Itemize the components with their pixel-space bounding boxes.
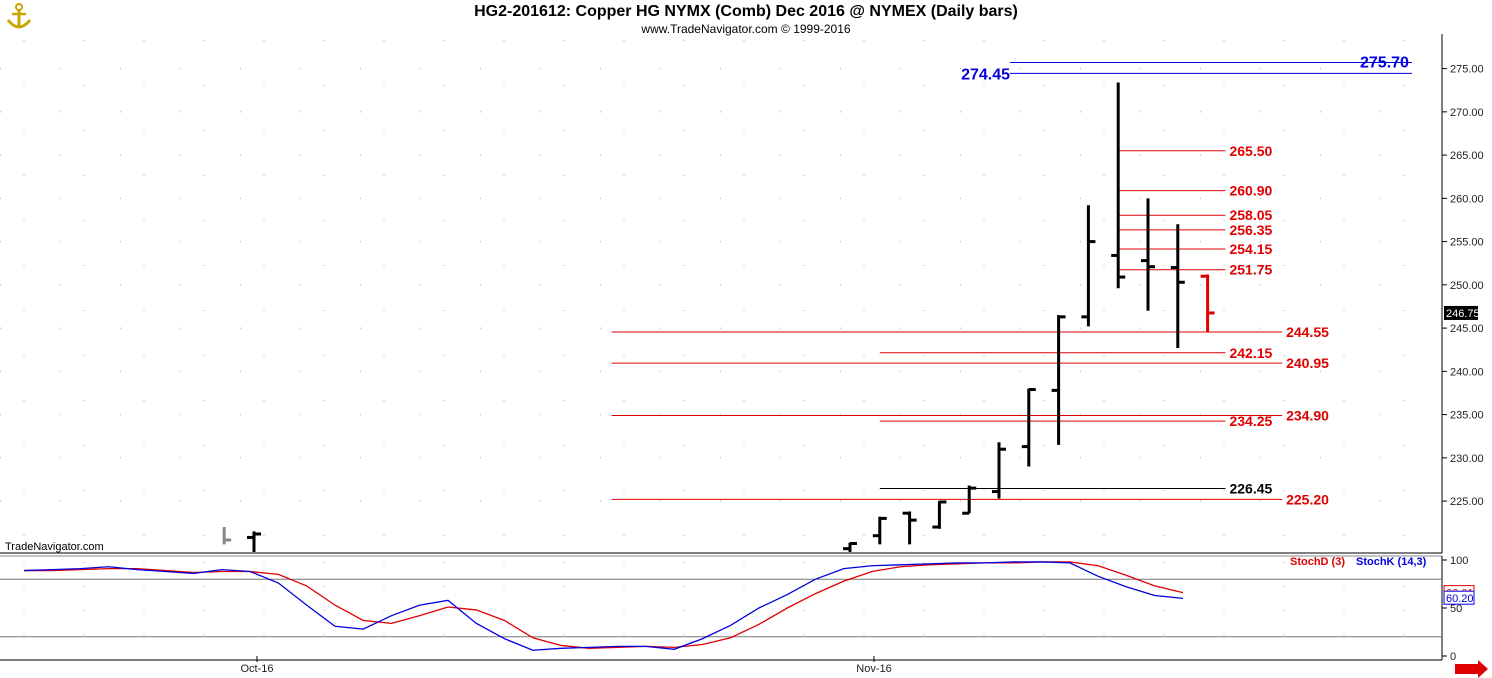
level-label: 256.35 (1229, 222, 1272, 238)
price-tick-label: 235.00 (1450, 410, 1484, 422)
level-label: 260.90 (1229, 183, 1272, 199)
scroll-right-arrow-icon[interactable] (1455, 660, 1488, 678)
date-tick-label: Nov-16 (856, 663, 891, 675)
level-label: 225.20 (1286, 491, 1329, 507)
price-tick-label: 240.00 (1450, 366, 1484, 378)
level-label: 265.50 (1229, 143, 1272, 159)
stoch-line (23, 561, 1184, 651)
price-tick-label: 265.00 (1450, 150, 1484, 162)
price-tick-label: 230.00 (1450, 453, 1484, 465)
stochastic-series (23, 561, 1184, 651)
indicator-last-values: 66.0160.20 (1443, 585, 1475, 605)
price-bars (222, 82, 1215, 552)
price-tick-label: 245.00 (1450, 323, 1484, 335)
copyright-text: www.TradeNavigator.com © 1999-2016 (641, 22, 851, 36)
last-price-box (1444, 305, 1478, 320)
legend-stoch-k: StochK (14,3) (1356, 556, 1427, 568)
indicator-axis-ticks: 0 50 100 (1442, 555, 1468, 663)
level-label: 240.95 (1286, 355, 1329, 371)
level-label: 274.45 (961, 66, 1010, 83)
level-label: 254.15 (1229, 241, 1272, 257)
level-label: 258.05 (1229, 207, 1272, 223)
level-label: 226.45 (1229, 481, 1272, 497)
price-tick-label: 225.00 (1450, 496, 1484, 508)
date-axis-labels: Oct-16 Nov-16 (240, 656, 892, 675)
level-label: 234.90 (1286, 407, 1329, 423)
indicator-tick-label: 50 (1450, 603, 1462, 615)
indicator-tick-label: 100 (1450, 555, 1468, 567)
price-tick-label: 260.00 (1450, 193, 1484, 205)
stoch-line (24, 561, 1184, 649)
legend-stoch-d: StochD (3) (1290, 556, 1345, 568)
level-label: 234.25 (1229, 413, 1272, 429)
indicator-grid (0, 562, 1442, 656)
price-tick-label: 270.00 (1450, 107, 1484, 119)
level-label: 244.55 (1286, 324, 1329, 340)
price-tick-label: 275.00 (1450, 64, 1484, 76)
watermark-text: TradeNavigator.com (5, 541, 104, 553)
price-grid (0, 40, 1440, 550)
chart-title: HG2-201612: Copper HG NYMX (Comb) Dec 20… (474, 3, 1018, 20)
price-tick-label: 250.00 (1450, 280, 1484, 292)
level-label: 251.75 (1229, 262, 1272, 278)
date-tick-label: Oct-16 (240, 663, 273, 675)
anchor-logo-icon (6, 3, 32, 29)
last-price-label: 246.75 (1446, 308, 1480, 320)
price-axis-ticks: 225.00 230.00 235.00 240.00 245.00 250.00 255.… (1442, 64, 1484, 508)
indicator-tick-label: 0 (1450, 651, 1456, 663)
level-label: 242.15 (1229, 345, 1272, 361)
indicator-last-label: 60.20 (1446, 593, 1474, 605)
last-price-marker: 246.75 (1444, 305, 1480, 320)
indicator-last-box (1443, 590, 1475, 605)
level-label: 275.70 (1360, 55, 1409, 72)
price-tick-label: 255.00 (1450, 237, 1484, 249)
